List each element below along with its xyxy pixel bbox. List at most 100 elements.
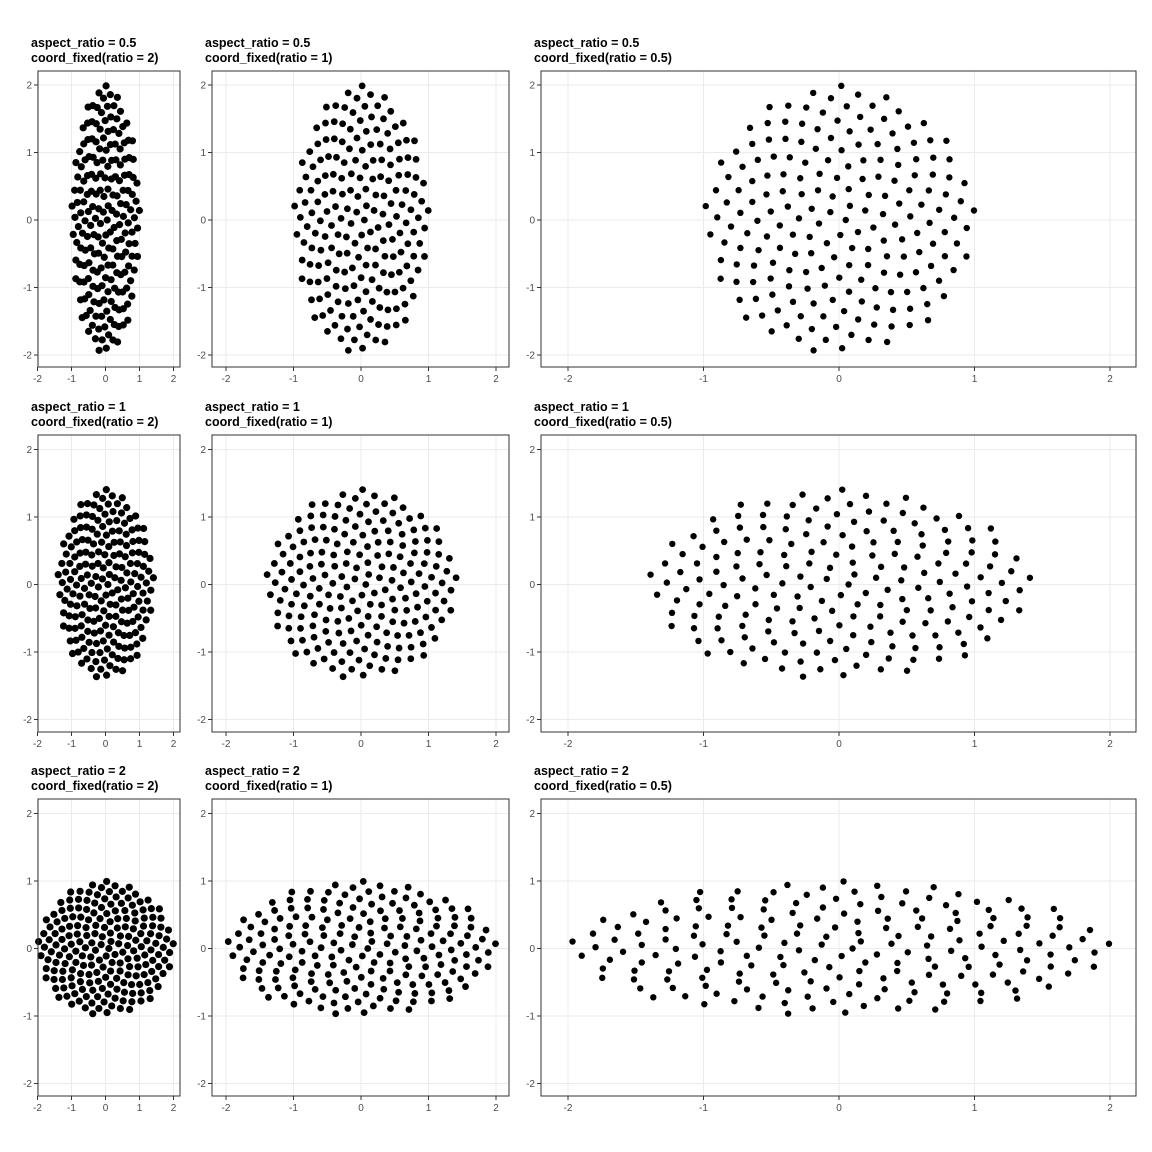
data-point (414, 603, 421, 611)
data-point (330, 999, 338, 1007)
x-tick-label: 2 (493, 374, 499, 385)
data-point (425, 981, 433, 988)
data-point (67, 974, 75, 982)
data-point (1002, 597, 1009, 605)
data-point (682, 993, 689, 1000)
data-point (84, 616, 92, 624)
data-point (88, 512, 97, 521)
data-point (717, 159, 725, 166)
data-point (83, 655, 91, 663)
data-point (297, 613, 305, 621)
data-point (829, 296, 836, 304)
data-point (257, 930, 265, 938)
data-point (889, 130, 896, 137)
data-point (1050, 905, 1058, 913)
data-point (97, 170, 105, 178)
data-point (784, 881, 791, 889)
data-point (122, 248, 130, 256)
data-point (351, 239, 359, 247)
y-tick-label: 1 (26, 877, 32, 888)
data-point (402, 594, 409, 602)
x-tick-label: 1 (426, 374, 432, 385)
x-tick-label: -1 (67, 739, 76, 750)
x-tick-label: 1 (137, 1103, 143, 1114)
data-point (109, 508, 117, 516)
data-point (286, 896, 294, 904)
data-point (899, 900, 906, 907)
data-point (910, 139, 918, 146)
data-point (102, 146, 110, 154)
data-point (878, 893, 885, 901)
data-point (475, 956, 482, 964)
data-point (943, 137, 950, 144)
data-point (696, 576, 703, 583)
data-point (90, 298, 98, 306)
data-point (77, 501, 85, 509)
data-point (808, 325, 816, 333)
data-point (749, 198, 756, 206)
data-point (341, 530, 349, 538)
data-point (373, 623, 381, 631)
data-point (743, 986, 751, 993)
data-point (84, 916, 93, 924)
x-tick-label: 0 (103, 739, 109, 750)
data-point (977, 624, 984, 631)
data-point (96, 145, 104, 153)
data-point (78, 229, 87, 237)
data-point (285, 932, 293, 940)
data-point (865, 336, 872, 344)
panel-title-line-1: aspect_ratio = 0.5 (205, 36, 310, 50)
data-point (102, 344, 110, 352)
data-point (695, 637, 702, 645)
data-point (93, 159, 101, 167)
data-point (122, 201, 130, 209)
data-point (918, 915, 926, 922)
data-point (785, 283, 793, 290)
data-point (803, 530, 810, 538)
data-point (883, 500, 890, 507)
data-point (58, 935, 66, 944)
data-point (332, 282, 340, 290)
data-point (868, 638, 875, 646)
data-point (317, 246, 325, 254)
data-point (862, 589, 870, 597)
x-tick-label: 0 (103, 1103, 109, 1114)
data-point (76, 938, 84, 946)
data-point (149, 956, 157, 964)
data-point (664, 976, 671, 983)
data-point (887, 288, 895, 296)
data-point (65, 612, 73, 620)
data-point (1019, 968, 1027, 975)
data-point (362, 127, 370, 135)
data-point (146, 986, 154, 995)
data-point (89, 1010, 97, 1018)
data-point (770, 153, 777, 160)
data-point (819, 884, 827, 891)
data-point (977, 574, 984, 581)
data-point (390, 564, 397, 571)
data-point (845, 163, 852, 170)
data-point (801, 969, 808, 976)
data-point (405, 963, 413, 971)
data-point (111, 907, 119, 915)
data-point (85, 327, 93, 335)
data-point (344, 300, 352, 307)
data-point (384, 527, 392, 535)
data-point (911, 989, 918, 996)
data-point (862, 207, 869, 214)
data-point (364, 613, 372, 620)
data-point (69, 590, 77, 598)
data-point (942, 549, 950, 557)
data-point (407, 277, 415, 285)
data-point (908, 979, 916, 986)
data-point (333, 540, 341, 548)
data-point (324, 327, 331, 335)
data-point (95, 956, 104, 964)
data-point (155, 932, 163, 940)
data-point (317, 560, 325, 568)
data-point (337, 214, 345, 222)
data-point (389, 595, 396, 603)
data-point (895, 108, 902, 115)
x-tick-label: -1 (289, 374, 298, 385)
data-point (839, 531, 846, 539)
